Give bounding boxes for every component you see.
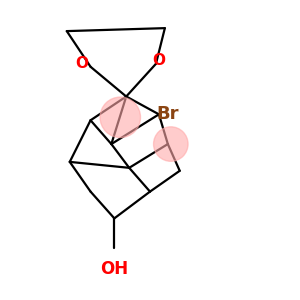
Text: O: O <box>75 56 88 71</box>
Circle shape <box>100 97 140 137</box>
Circle shape <box>154 127 188 161</box>
Text: Br: Br <box>156 105 178 123</box>
Text: O: O <box>152 53 165 68</box>
Text: OH: OH <box>100 260 128 278</box>
